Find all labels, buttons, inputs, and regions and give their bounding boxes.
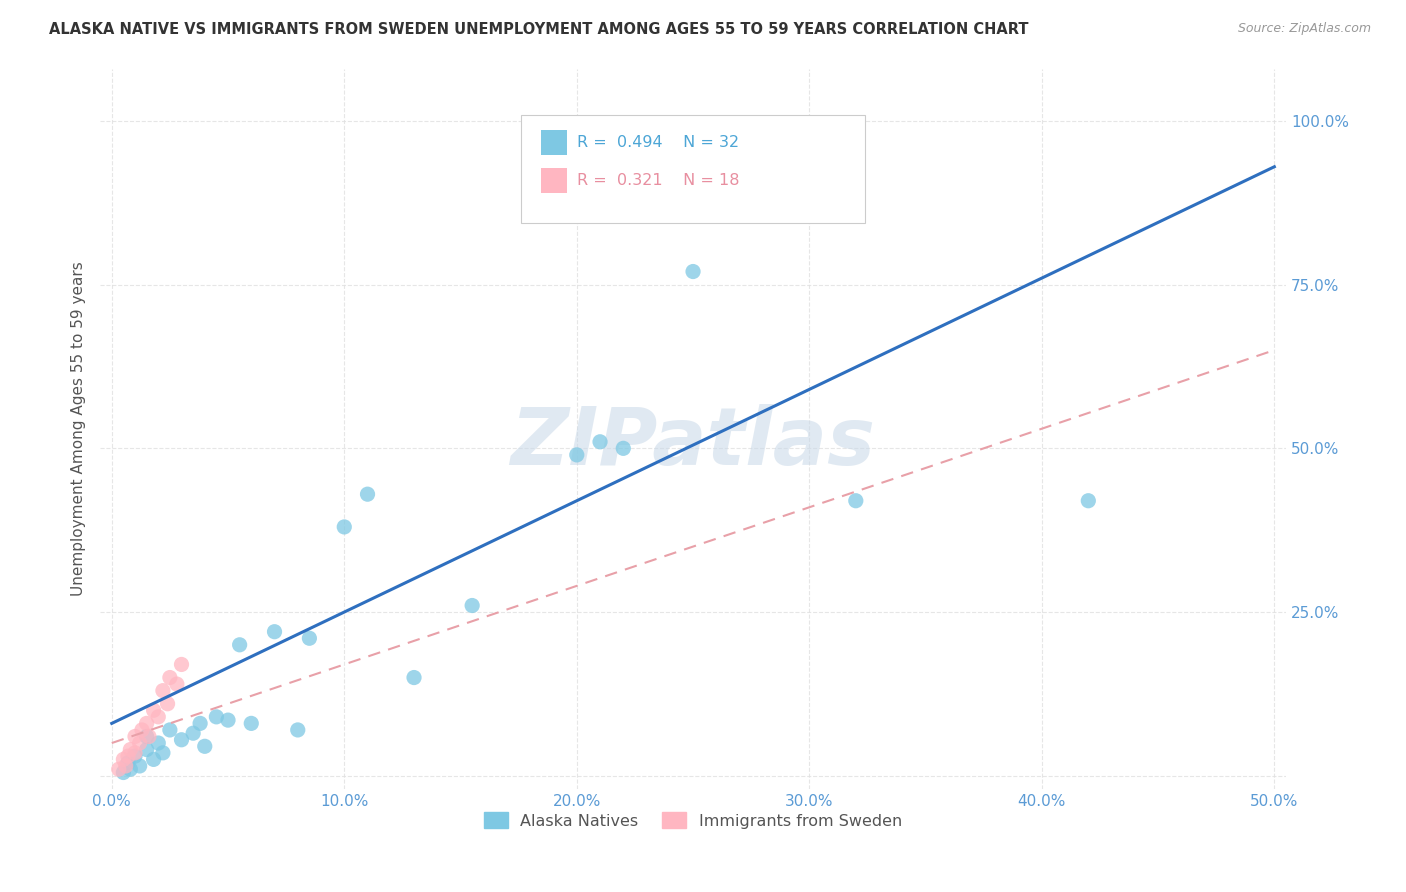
Point: [142, 752, 165, 766]
Text: R =  0.321    N = 18: R = 0.321 N = 18: [576, 173, 740, 187]
Point: [402, 671, 425, 685]
Point: [166, 677, 188, 691]
Y-axis label: Unemployment Among Ages 55 to 59 years: Unemployment Among Ages 55 to 59 years: [72, 261, 86, 596]
Point: [589, 434, 612, 449]
Text: ALASKA NATIVE VS IMMIGRANTS FROM SWEDEN UNEMPLOYMENT AMONG AGES 55 TO 59 YEARS C: ALASKA NATIVE VS IMMIGRANTS FROM SWEDEN …: [49, 22, 1029, 37]
Point: [124, 730, 146, 744]
Point: [565, 448, 588, 462]
Point: [142, 703, 165, 717]
Point: [135, 730, 157, 744]
Point: [170, 657, 193, 672]
Point: [148, 736, 170, 750]
Point: [159, 723, 181, 737]
Point: [138, 730, 160, 744]
Point: [135, 716, 157, 731]
Point: [128, 736, 150, 750]
Point: [112, 752, 135, 766]
Point: [124, 749, 146, 764]
Point: [131, 723, 153, 737]
Point: [156, 697, 179, 711]
Point: [194, 739, 217, 754]
Point: [124, 746, 146, 760]
Point: [217, 713, 239, 727]
Point: [682, 264, 704, 278]
Text: ZIPatlas: ZIPatlas: [510, 404, 876, 482]
Point: [188, 716, 211, 731]
Text: Source: ZipAtlas.com: Source: ZipAtlas.com: [1237, 22, 1371, 36]
Bar: [541, 130, 568, 155]
Point: [205, 710, 228, 724]
Legend: Alaska Natives, Immigrants from Sweden: Alaska Natives, Immigrants from Sweden: [477, 805, 908, 835]
Point: [135, 742, 157, 756]
Point: [128, 759, 150, 773]
Point: [117, 756, 139, 770]
Point: [117, 749, 139, 764]
Point: [152, 746, 174, 760]
Point: [298, 632, 321, 646]
Point: [333, 520, 356, 534]
Point: [159, 671, 181, 685]
Point: [114, 759, 136, 773]
Point: [287, 723, 309, 737]
Point: [356, 487, 378, 501]
FancyBboxPatch shape: [522, 115, 865, 223]
Point: [112, 765, 135, 780]
Point: [228, 638, 250, 652]
Point: [120, 762, 142, 776]
Point: [120, 742, 142, 756]
Point: [845, 493, 868, 508]
Point: [181, 726, 204, 740]
Text: R =  0.494    N = 32: R = 0.494 N = 32: [576, 136, 740, 150]
Point: [107, 762, 129, 776]
Point: [240, 716, 263, 731]
Point: [1077, 493, 1099, 508]
Point: [152, 683, 174, 698]
Bar: [541, 168, 568, 193]
Point: [461, 599, 484, 613]
Point: [263, 624, 285, 639]
Point: [612, 442, 634, 456]
Point: [170, 732, 193, 747]
Point: [148, 710, 170, 724]
